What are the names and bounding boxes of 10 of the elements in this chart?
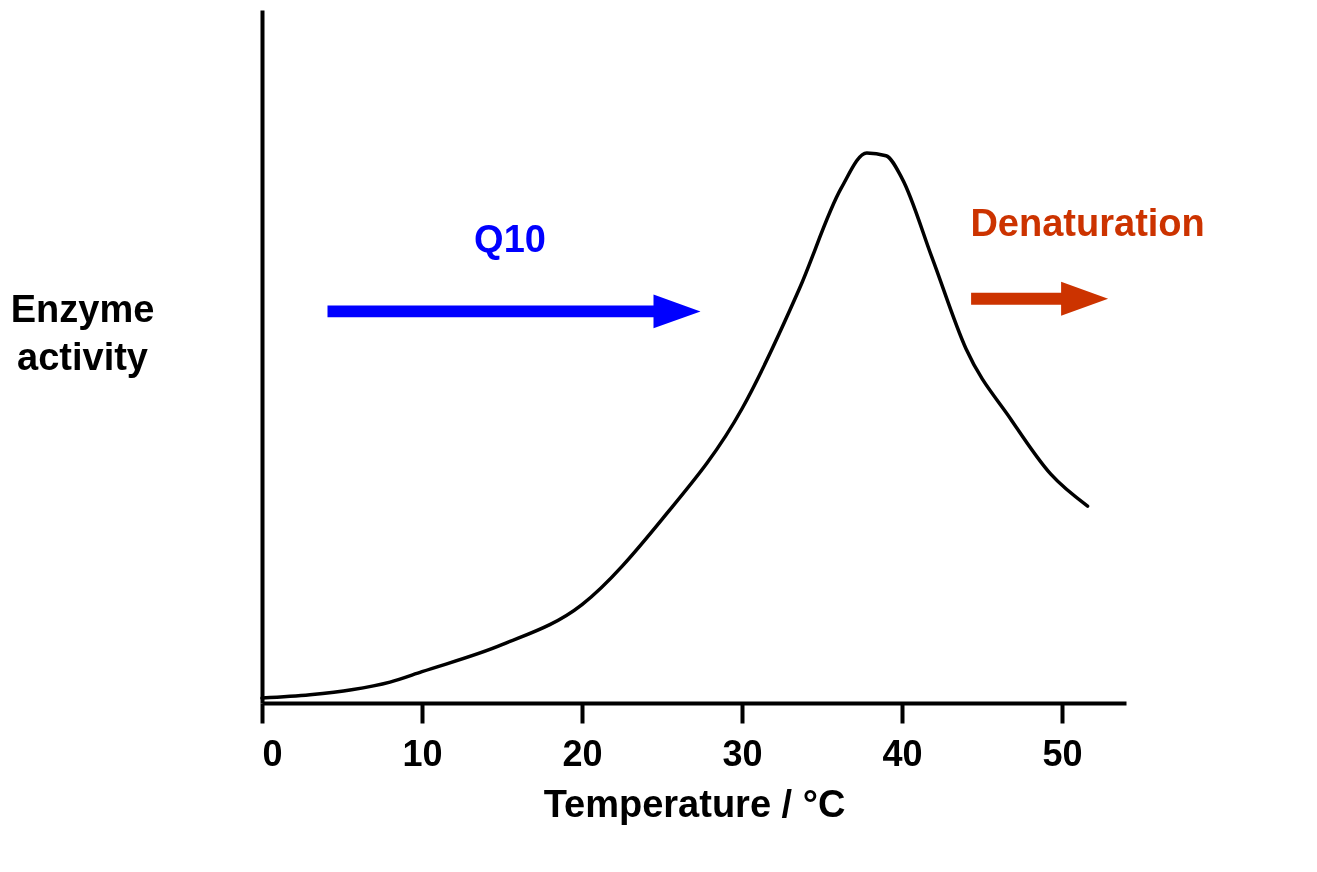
x-tick-label: 40: [882, 732, 923, 774]
x-tick-label: 30: [722, 732, 763, 774]
x-tick-label: 50: [1042, 732, 1083, 774]
y-axis-title: Enzyme activity: [10, 287, 155, 378]
annotation: Denaturation: [970, 201, 1205, 244]
x-tick-label: 0: [262, 732, 283, 774]
annotation: Q10: [474, 218, 546, 260]
x-tick-label: 20: [562, 732, 603, 774]
x-axis-title: Temperature / °C: [543, 782, 846, 825]
x-tick-label: 10: [402, 732, 443, 774]
